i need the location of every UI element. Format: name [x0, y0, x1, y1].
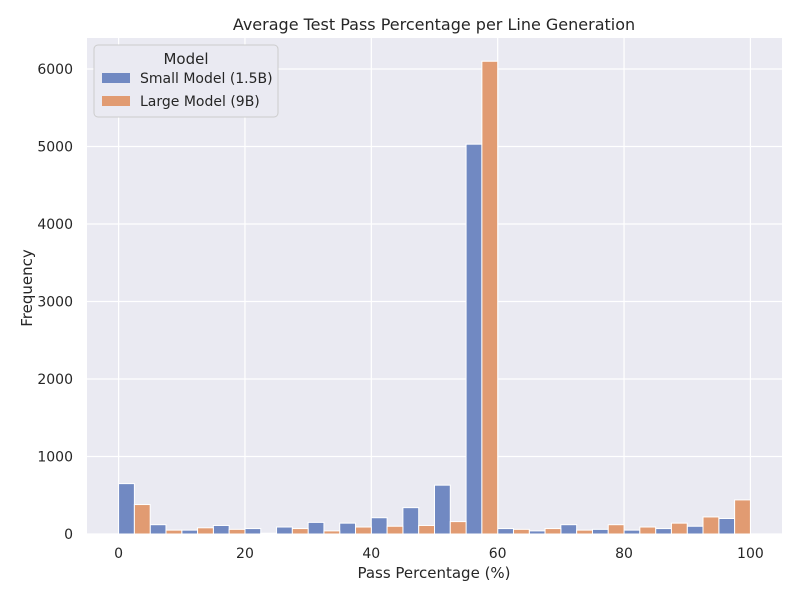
bar-large-model	[449, 521, 467, 535]
bar-small-model	[149, 524, 167, 535]
legend-label-large-model: Large Model (9B)	[140, 94, 260, 110]
bar-small-model	[181, 529, 199, 535]
y-tick-label: 2000	[37, 372, 73, 388]
bar-large-model	[639, 526, 657, 535]
bar-large-model	[260, 532, 278, 535]
plot-area	[87, 38, 782, 534]
y-tick-label: 6000	[37, 62, 73, 78]
bar-large-model	[607, 524, 625, 535]
y-tick-label: 4000	[37, 217, 73, 233]
legend-swatch-large-model	[102, 96, 130, 106]
bar-small-model	[560, 524, 578, 535]
bar-small-model	[465, 143, 483, 535]
x-tick-label: 0	[114, 546, 123, 562]
x-tick-label: 20	[236, 546, 254, 562]
x-tick-labels: 0 20 40 60 80 100	[114, 546, 764, 562]
legend-box	[93, 44, 279, 118]
legend-title: Model	[163, 50, 208, 68]
bar-small-model	[339, 522, 357, 535]
bar-small-model	[528, 530, 546, 535]
bar-small-model	[212, 524, 230, 535]
bar-large-model	[355, 526, 372, 535]
y-tick-label: 0	[64, 527, 73, 543]
bar-small-model	[686, 525, 704, 535]
x-tick-label: 40	[362, 546, 380, 562]
bar-small-model	[402, 507, 420, 535]
bar-small-model	[655, 528, 672, 535]
bar-small-model	[623, 529, 641, 535]
bar-large-model	[291, 528, 309, 535]
bar-large-model	[481, 60, 499, 535]
bar-large-model	[418, 524, 436, 535]
bar-large-model	[228, 528, 246, 535]
bar-small-model	[591, 528, 609, 535]
bar-large-model	[512, 528, 530, 535]
bar-small-model	[497, 528, 514, 535]
y-axis-label: Frequency	[18, 249, 36, 327]
legend-swatch-small-model	[102, 73, 130, 83]
legend: Model Small Model (1.5B) Large Model (9B…	[93, 44, 279, 118]
bar-small-model	[118, 483, 135, 535]
bar-large-model	[197, 527, 214, 535]
x-tick-label: 60	[489, 546, 507, 562]
bar-large-model	[544, 528, 562, 535]
x-tick-label: 80	[615, 546, 633, 562]
bar-large-model	[576, 529, 593, 535]
bar-large-model	[702, 516, 720, 535]
x-axis-label: Pass Percentage (%)	[357, 564, 510, 582]
bar-small-model	[244, 528, 262, 535]
bar-large-model	[165, 529, 183, 535]
x-tick-label: 100	[737, 546, 764, 562]
bar-large-model	[386, 525, 404, 535]
y-tick-label: 3000	[37, 295, 73, 311]
bar-small-model	[307, 521, 325, 535]
y-tick-label: 1000	[37, 450, 73, 466]
y-tick-label: 5000	[37, 140, 73, 156]
bar-small-model	[718, 518, 736, 535]
bar-small-model	[434, 484, 451, 535]
bar-large-model	[734, 499, 751, 535]
chart-title: Average Test Pass Percentage per Line Ge…	[233, 15, 635, 34]
bar-large-model	[323, 530, 341, 535]
bar-small-model	[370, 517, 388, 535]
legend-label-small-model: Small Model (1.5B)	[140, 71, 273, 87]
bars	[118, 60, 751, 535]
bar-large-model	[670, 522, 688, 535]
bar-large-model	[133, 504, 151, 535]
y-tick-labels: 0 1000 2000 3000 4000 5000 6000	[37, 62, 73, 543]
bar-small-model	[276, 526, 293, 535]
